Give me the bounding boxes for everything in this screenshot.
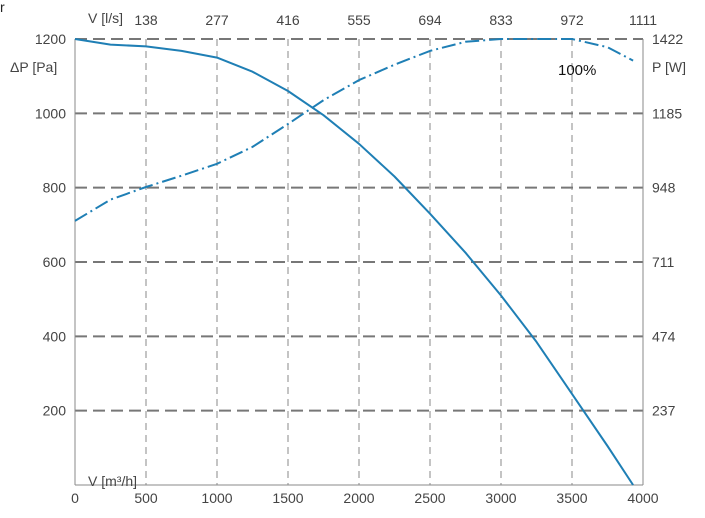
y-right-tick-label-948: 948	[652, 180, 676, 196]
x-top-tick-label-416: 416	[276, 12, 300, 28]
x-tick-label-3000: 3000	[485, 490, 516, 506]
x-top-tick-label-1111: 1111	[629, 12, 657, 28]
x-tick-label-1500: 1500	[272, 490, 303, 506]
y-left-tick-label-1200: 1200	[35, 31, 66, 47]
y-left-tick-label-800: 800	[43, 180, 67, 196]
x-top-tick-label-138: 138	[134, 12, 158, 28]
y-left-tick-label-200: 200	[43, 403, 67, 419]
y-right-tick-label-1185: 1185	[652, 105, 682, 121]
y-right-tick-label-237: 237	[652, 403, 676, 419]
x-tick-label-2500: 2500	[414, 490, 445, 506]
right-axis-label: P [W]	[652, 59, 686, 75]
x-top-tick-label-694: 694	[418, 12, 442, 28]
corner-mark: r	[0, 0, 5, 15]
y-left-tick-label-400: 400	[43, 328, 67, 344]
x-tick-label-4000: 4000	[627, 490, 658, 506]
x-tick-label-0: 0	[71, 490, 79, 506]
x-top-tick-label-277: 277	[205, 12, 229, 28]
y-right-tick-label-711: 711	[652, 254, 675, 270]
grid	[75, 39, 643, 485]
x-top-tick-label-972: 972	[560, 12, 584, 28]
y-right-tick-label-1422: 1422	[652, 31, 683, 47]
curves	[74, 38, 634, 486]
left-axis-label: ΔP [Pa]	[10, 59, 57, 75]
curve-annotation-100-percent: 100%	[558, 62, 596, 79]
y-left-tick-label-1000: 1000	[35, 105, 66, 121]
power-curve	[74, 38, 634, 222]
top-axis-label: V [l/s]	[88, 10, 123, 26]
x-tick-label-2000: 2000	[343, 490, 374, 506]
pressure-curve	[74, 38, 634, 486]
x-tick-label-500: 500	[134, 490, 158, 506]
y-left-tick-label-600: 600	[43, 254, 67, 270]
x-tick-label-3500: 3500	[556, 490, 587, 506]
tick-labels: 0 500 1000 1500 2000 2500 3000 3500 4000 138 277 41…	[35, 12, 684, 506]
y-right-tick-label-474: 474	[652, 328, 676, 344]
x-top-tick-label-555: 555	[347, 12, 371, 28]
x-tick-label-1000: 1000	[201, 490, 232, 506]
bottom-axis-label: V [m³/h]	[88, 473, 137, 489]
x-top-tick-label-833: 833	[489, 12, 513, 28]
